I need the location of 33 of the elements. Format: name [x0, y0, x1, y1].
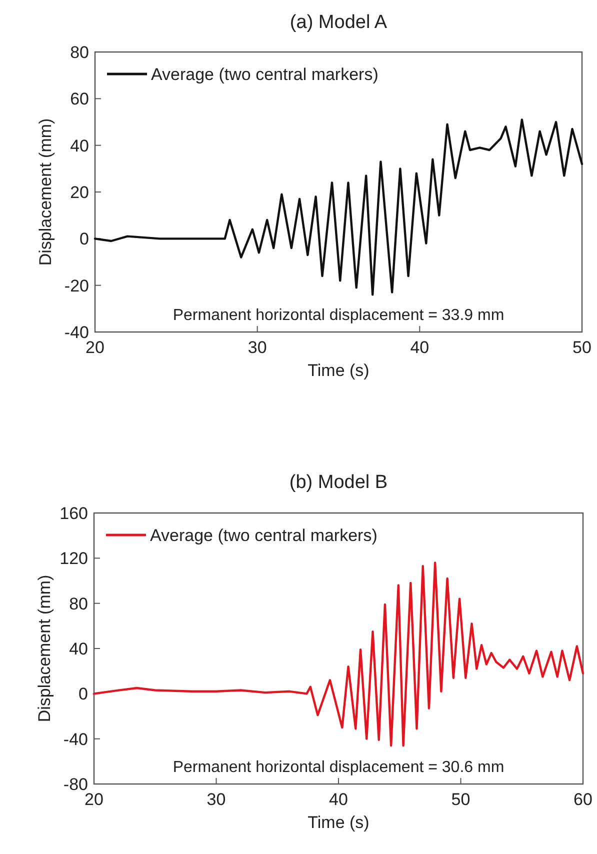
y-tick-label: 0	[80, 230, 89, 249]
x-axis-title: Time (s)	[308, 813, 370, 832]
y-tick-label: 80	[69, 594, 88, 614]
x-tick-label: 40	[329, 790, 348, 809]
y-tick-label: 0	[78, 684, 88, 704]
y-tick-label: -40	[63, 730, 88, 749]
y-tick-label: -80	[63, 774, 88, 794]
y-tick-label: 160	[60, 504, 88, 523]
y-tick-label: 40	[70, 136, 89, 156]
y-axis-title: Displacement (mm)	[36, 118, 55, 266]
x-tick-label: 60	[574, 790, 592, 809]
x-tick-label: 50	[572, 338, 592, 357]
line-series	[94, 118, 584, 296]
x-tick-label: 40	[410, 338, 430, 357]
x-tick-label: 30	[248, 338, 267, 357]
y-tick-label: 20	[70, 182, 89, 202]
y-tick-label: -20	[64, 276, 89, 296]
chart-title: (b) Model B	[289, 472, 388, 493]
legend-label: Average (two central markers)	[150, 526, 378, 545]
chart-title: (a) Model A	[290, 12, 388, 33]
legend-label: Average (two central markers)	[151, 64, 378, 84]
y-tick-label: 80	[70, 42, 89, 62]
y-axis-title: Displacement (mm)	[35, 574, 54, 722]
y-tick-label: 60	[70, 90, 89, 109]
x-tick-label: 50	[451, 790, 470, 809]
y-tick-label: 120	[60, 549, 88, 568]
y-tick-label: 40	[69, 639, 88, 658]
annotation: Permanent horizontal displacement = 33.9 mm	[172, 307, 504, 324]
x-tick-label: 30	[206, 790, 226, 809]
y-tick-label: -40	[64, 322, 89, 342]
x-axis-title: Time (s)	[308, 361, 370, 380]
annotation: Permanent horizontal displacement = 30.6 mm	[172, 759, 504, 776]
line-series	[92, 562, 584, 747]
